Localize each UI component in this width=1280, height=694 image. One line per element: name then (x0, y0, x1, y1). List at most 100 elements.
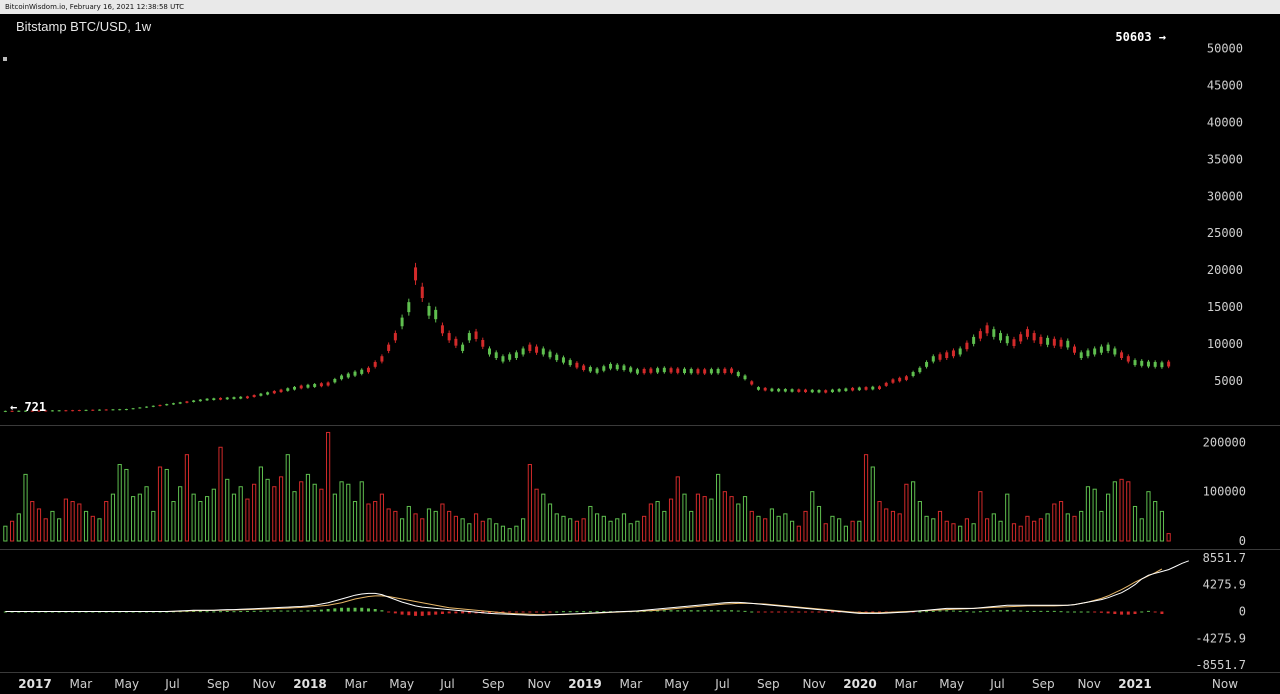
candle-body (131, 408, 135, 410)
macd-histogram-bar (683, 610, 686, 612)
macd-histogram-bar (804, 611, 808, 613)
volume-bar (554, 513, 559, 542)
candle-body (84, 409, 88, 411)
macd-histogram-bar (353, 607, 357, 612)
volume-bar (803, 510, 808, 542)
candle-body (313, 384, 317, 387)
macd-histogram-bar (783, 611, 787, 613)
macd-histogram-bar (286, 610, 290, 612)
volume-bar (252, 483, 257, 542)
macd-histogram-bar (830, 611, 834, 613)
candle-body (454, 338, 458, 346)
volume-bar (292, 491, 297, 542)
candle-body (387, 344, 391, 351)
macd-histogram-bar (192, 610, 196, 612)
candle-body (965, 342, 969, 350)
macd-histogram-bar (588, 611, 592, 613)
candle-body (427, 306, 431, 316)
volume-bar (393, 510, 398, 542)
candle-body (810, 389, 814, 393)
macd-histogram-bar (225, 610, 229, 612)
candle-body (884, 382, 888, 386)
volume-bar (917, 501, 922, 542)
macd-histogram-bar (689, 610, 693, 612)
macd-histogram-bar (508, 611, 512, 613)
x-axis-tick: Nov (527, 677, 550, 691)
candle-body (434, 309, 438, 320)
macd-histogram-bar (810, 611, 814, 613)
candle-body (662, 367, 666, 373)
macd-histogram-bar (293, 610, 296, 612)
candle-body (340, 375, 344, 380)
macd-histogram-bar (326, 608, 330, 612)
price-axis-tick: 5000 (1214, 374, 1243, 388)
volume-bar (265, 478, 270, 542)
candle-body (1126, 356, 1130, 362)
volume-bar (77, 503, 82, 542)
macd-histogram-bar (528, 611, 532, 613)
macd-histogram-bar (568, 611, 572, 613)
volume-bar (911, 481, 916, 542)
candle-body (709, 369, 713, 374)
scroll-marker[interactable] (3, 57, 7, 61)
macd-histogram-bar (1073, 611, 1076, 613)
macd-histogram-bar (878, 611, 881, 613)
volume-bar (1085, 486, 1091, 542)
volume-bar (83, 510, 89, 542)
candle-body (656, 368, 660, 373)
candle-body (743, 375, 747, 380)
macd-histogram-bar (420, 611, 424, 616)
macd-histogram-bar (427, 611, 431, 616)
macd-histogram-bar (1079, 611, 1083, 613)
volume-bar (1159, 510, 1165, 542)
candle-body (30, 410, 34, 412)
candle-body (777, 388, 781, 392)
volume-bar (796, 525, 801, 542)
volume-bar (258, 466, 263, 542)
macd-histogram-bar (770, 611, 774, 613)
macd-histogram-bar (676, 610, 680, 612)
volume-bar (863, 454, 869, 542)
volume-bar (958, 525, 963, 542)
candle-body (333, 378, 337, 383)
volume-bar (769, 508, 775, 542)
candle-body (1019, 334, 1023, 342)
candle-body (447, 333, 451, 341)
candle-body (461, 344, 465, 351)
candle-body (501, 356, 505, 362)
volume-bar (601, 515, 606, 542)
x-axis-tick: Mar (895, 677, 918, 691)
candle-body (488, 348, 491, 355)
volume-bar (272, 486, 277, 542)
volume-bar (124, 468, 129, 542)
candle-body (118, 409, 122, 411)
macd-histogram-bar (595, 611, 599, 613)
candle-body (528, 344, 532, 351)
candle-body (602, 366, 606, 371)
volume-bar (1011, 523, 1017, 542)
candle-body (185, 401, 189, 403)
macd-histogram-bar (1153, 611, 1157, 613)
macd-histogram-bar (346, 607, 350, 612)
candle-body (440, 325, 444, 334)
candle-body (10, 410, 14, 412)
price-axis-tick: 50000 (1207, 41, 1243, 55)
candle-body (192, 400, 196, 403)
volume-bar (386, 508, 391, 542)
macd-histogram-bar (373, 608, 377, 612)
volume-bar (662, 510, 667, 542)
macd-histogram-bar (407, 611, 411, 616)
volume-bar (1079, 510, 1084, 542)
candle-body (904, 376, 908, 380)
candle-body (797, 389, 801, 392)
price-axis-tick: 40000 (1207, 115, 1243, 129)
volume-bar (1139, 518, 1144, 542)
candle-body (878, 386, 881, 390)
candle-body (1160, 362, 1164, 368)
volume-bar (164, 468, 169, 542)
volume-bar (944, 520, 949, 542)
volume-bar (204, 496, 210, 542)
candle-body (198, 399, 202, 402)
candle-body (64, 410, 68, 412)
